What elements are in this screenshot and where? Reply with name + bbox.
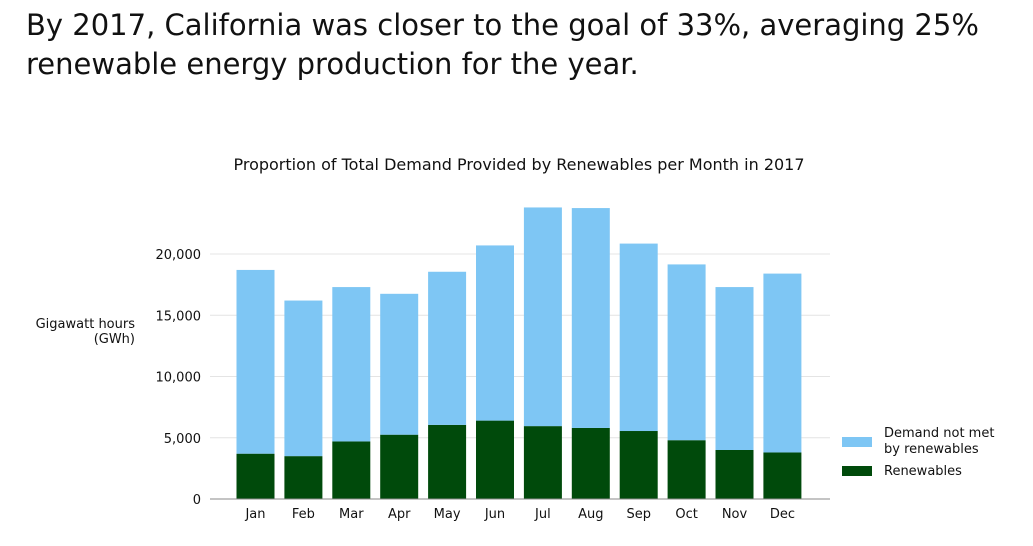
bar-renewables-jun [476, 420, 514, 499]
x-tick-label: Feb [292, 507, 315, 522]
legend-swatch-demand-not-met [842, 437, 872, 447]
y-axis-ticks: 0 5,000 10,000 15,000 20,000 [156, 248, 202, 508]
bar-demand-not-met-aug [571, 208, 610, 428]
x-tick-label: Nov [722, 507, 748, 522]
x-tick-label: Apr [388, 507, 411, 522]
legend-label-demand-not-met: Demand not met by renewables [884, 426, 994, 458]
x-tick-label: May [434, 507, 461, 522]
bar-demand-not-met-dec [763, 273, 802, 453]
bar-demand-not-met-nov [715, 287, 754, 450]
bar-demand-not-met-jun [476, 245, 514, 421]
y-axis-label-line-1: Gigawatt hours [36, 317, 136, 332]
x-tick-label: Sep [626, 507, 651, 522]
x-tick-label: Mar [339, 507, 364, 522]
y-axis-label-line-2: (GWh) [94, 332, 135, 347]
y-tick-label: 0 [193, 493, 201, 508]
bar-renewables-jan [236, 453, 275, 499]
bar-renewables-jul [523, 426, 562, 499]
bar-demand-not-met-apr [380, 293, 419, 435]
bar-demand-not-met-sep [619, 243, 658, 432]
bar-demand-not-met-oct [667, 264, 706, 441]
bars [236, 207, 802, 499]
x-tick-label: Jul [534, 507, 551, 522]
x-tick-label: Dec [770, 507, 795, 522]
x-axis-ticks: Jan Feb Mar Apr May Jun Jul Aug Sep Oct Nov Dec [244, 507, 795, 522]
x-tick-label: Oct [675, 507, 697, 522]
bar-demand-not-met-jul [523, 207, 562, 427]
bar-renewables-sep [619, 431, 658, 499]
y-tick-label: 15,000 [156, 309, 202, 324]
x-tick-label: Aug [578, 507, 603, 522]
legend-label-renewables: Renewables [884, 464, 962, 479]
bar-demand-not-met-may [428, 271, 467, 425]
x-tick-label: Jun [484, 507, 505, 522]
slide-title: By 2017, California was closer to the go… [26, 6, 1016, 84]
legend-label-line-1: Demand not met [884, 426, 995, 441]
slide-title-line-2: renewable energy production for the year… [26, 47, 639, 81]
legend-label-line-2: by renewables [884, 442, 979, 457]
chart-title: Proportion of Total Demand Provided by R… [233, 155, 804, 174]
bar-renewables-apr [380, 434, 419, 499]
bar-renewables-dec [763, 452, 802, 499]
bar-demand-not-met-mar [332, 287, 371, 442]
bar-renewables-oct [667, 440, 706, 499]
bar-demand-not-met-jan [236, 269, 275, 454]
bar-renewables-aug [571, 427, 610, 499]
bar-renewables-mar [332, 441, 371, 499]
bar-renewables-feb [284, 456, 323, 499]
bar-demand-not-met-feb [284, 300, 323, 457]
y-tick-label: 5,000 [164, 432, 201, 447]
x-tick-label: Jan [244, 507, 265, 522]
legend-swatch-renewables [842, 466, 872, 476]
y-tick-label: 10,000 [156, 371, 202, 386]
y-tick-label: 20,000 [156, 248, 202, 263]
slide-title-line-1: By 2017, California was closer to the go… [26, 8, 979, 42]
bar-renewables-nov [715, 450, 754, 499]
bar-renewables-may [428, 424, 467, 499]
